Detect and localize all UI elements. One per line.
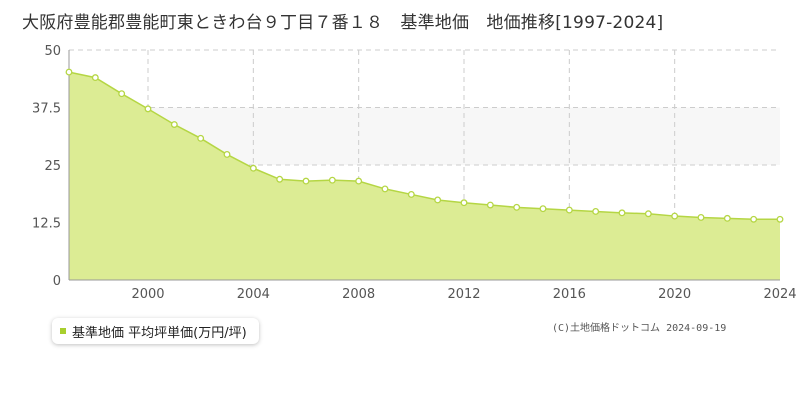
data-point [65, 68, 73, 76]
data-point [723, 214, 731, 222]
data-point [223, 150, 231, 158]
x-tick-label: 2016 [553, 287, 586, 302]
data-point [249, 164, 257, 172]
x-tick-label: 2024 [763, 287, 796, 302]
data-point [671, 212, 679, 220]
y-tick-label: 37.5 [32, 102, 61, 117]
data-point [618, 209, 626, 217]
legend: 基準地価 平均坪単価(万円/坪) [52, 318, 259, 344]
x-tick-label: 2020 [658, 287, 691, 302]
data-point [197, 134, 205, 142]
legend-label: 基準地価 平均坪単価(万円/坪) [72, 325, 247, 341]
y-tick-label: 12.5 [32, 217, 61, 232]
data-point [276, 175, 284, 183]
y-tick-label: 25 [44, 159, 61, 174]
data-point [513, 203, 521, 211]
x-tick-label: 2004 [237, 287, 270, 302]
data-point [407, 190, 415, 198]
data-point [434, 196, 442, 204]
data-point [460, 199, 468, 207]
x-tick-label: 2012 [447, 287, 480, 302]
x-tick-label: 2008 [342, 287, 375, 302]
data-point [776, 215, 784, 223]
data-point [565, 206, 573, 214]
price-line [68, 71, 780, 221]
data-point [697, 213, 705, 221]
price-area [69, 72, 780, 280]
x-tick-label: 2000 [131, 287, 164, 302]
data-point [592, 208, 600, 215]
data-point [302, 177, 310, 185]
legend-marker-icon [60, 328, 66, 334]
chart-area: 0 12.5 25 37.5 50 2000 2004 2008 2012 2016 2020 20… [32, 44, 797, 302]
copyright-text: (C)土地価格ドットコム 2024-09-19 [552, 323, 727, 334]
data-point [118, 90, 126, 98]
data-point [381, 185, 389, 193]
data-point [170, 121, 178, 128]
data-point [144, 105, 152, 113]
data-point [91, 74, 99, 82]
data-point [486, 201, 494, 209]
chart-title: 大阪府豊能郡豊能町東ときわ台９丁目７番１８ 基準地価 地価推移[1997-202… [22, 13, 664, 33]
data-point [355, 177, 363, 185]
data-point [539, 205, 547, 213]
data-point [644, 210, 652, 218]
y-tick-label: 0 [53, 274, 61, 289]
data-point [750, 215, 758, 223]
y-tick-label: 50 [44, 44, 61, 59]
data-point [328, 176, 336, 184]
